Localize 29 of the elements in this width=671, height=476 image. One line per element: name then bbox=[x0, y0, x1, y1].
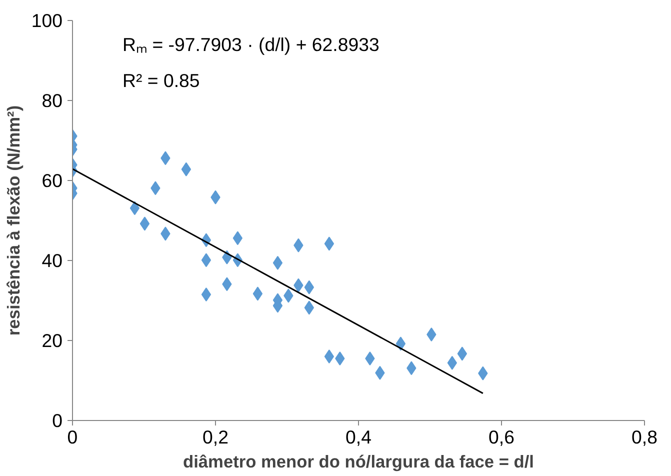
point bbox=[457, 346, 468, 361]
point bbox=[396, 336, 406, 351]
point bbox=[426, 328, 436, 342]
y-axis-title: resistência à flexão (N/mm²) bbox=[3, 105, 24, 336]
point bbox=[335, 352, 345, 366]
y-tick-label: 0 bbox=[52, 410, 63, 431]
y-tick-label: 80 bbox=[42, 90, 63, 111]
annotation: R² = 0.85 bbox=[122, 70, 200, 91]
x-tick-label: 0,8 bbox=[632, 426, 658, 448]
point bbox=[201, 253, 212, 268]
point bbox=[272, 256, 283, 270]
point bbox=[181, 162, 192, 176]
x-axis-title: diâmetro menor do nó/largura da face = d/l bbox=[183, 452, 534, 472]
x-tick-label: 0,2 bbox=[202, 426, 228, 448]
point bbox=[130, 201, 140, 216]
point bbox=[365, 352, 375, 366]
point bbox=[140, 216, 150, 231]
point bbox=[252, 286, 263, 301]
annotation: Rₘ = -97.7903 · (d/l) + 62.8933 bbox=[122, 34, 380, 55]
y-tick-label: 40 bbox=[42, 250, 63, 271]
y-tick-label: 60 bbox=[42, 170, 63, 191]
point bbox=[324, 350, 334, 364]
x-tick-label: 0 bbox=[67, 426, 78, 448]
y-tick-label: 20 bbox=[42, 330, 63, 351]
point bbox=[201, 288, 212, 302]
x-tick-label: 0,4 bbox=[346, 426, 372, 448]
point bbox=[324, 236, 334, 251]
x-tick-label: 0,6 bbox=[488, 426, 514, 448]
y-tick-label: 100 bbox=[31, 10, 63, 31]
